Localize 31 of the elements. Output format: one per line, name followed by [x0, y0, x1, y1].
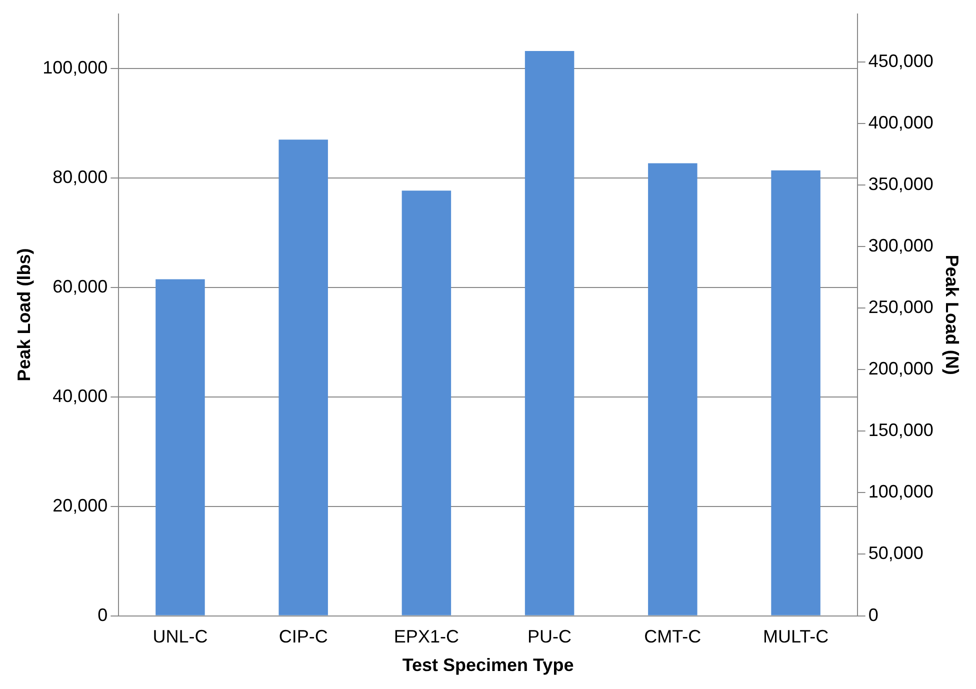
y-tick-label: 60,000: [52, 276, 108, 296]
x-tick-label: PU-C: [528, 626, 572, 647]
bar: [402, 190, 452, 616]
y-tick-label: 0: [98, 604, 108, 625]
x-axis-title: Test Specimen Type: [402, 655, 574, 676]
bar: [524, 51, 574, 616]
y2-tick-label: 300,000: [868, 235, 934, 256]
y-tick-label: 100,000: [42, 57, 108, 78]
y-tick-label: 40,000: [52, 386, 108, 406]
y2-tick-label: 200,000: [868, 358, 934, 379]
y2-tick-label: 400,000: [868, 112, 934, 132]
x-tick-label: CMT-C: [644, 626, 702, 647]
y2-tick-label: 450,000: [868, 50, 934, 71]
y-tick-label: 80,000: [52, 166, 108, 187]
bar: [648, 163, 698, 616]
y2-tick-label: 350,000: [868, 174, 934, 194]
y2-tick-label: 100,000: [868, 482, 934, 502]
y2-tick-label: 0: [868, 604, 878, 625]
y2-tick-label: 150,000: [868, 420, 934, 440]
bar: [771, 170, 820, 616]
y2-tick-label: 50,000: [868, 543, 924, 564]
y2-tick-label: 250,000: [868, 297, 934, 317]
x-tick-label: MULT-C: [762, 626, 829, 647]
x-tick-label: CIP-C: [278, 626, 328, 647]
bar: [156, 279, 205, 616]
x-tick-label: EPX1-C: [394, 626, 459, 647]
y-tick-label: 20,000: [52, 495, 108, 516]
y2-axis-title: Peak Load (N): [942, 254, 962, 375]
bar: [278, 140, 328, 616]
x-tick-label: UNL-C: [152, 626, 208, 647]
y-axis-title: Peak Load (lbs): [14, 248, 34, 382]
